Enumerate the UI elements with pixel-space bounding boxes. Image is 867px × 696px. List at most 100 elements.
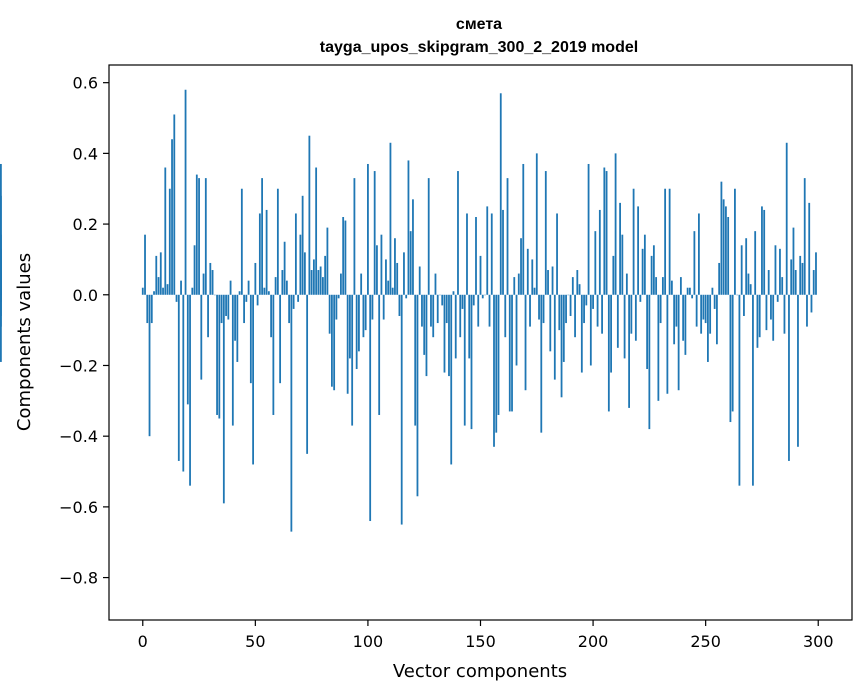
bar bbox=[355, 294, 358, 370]
bar bbox=[445, 294, 448, 324]
x-tick-label: 50 bbox=[245, 632, 265, 651]
x-tick-label: 0 bbox=[138, 632, 148, 651]
bar bbox=[747, 273, 750, 295]
bar bbox=[806, 294, 808, 327]
bar bbox=[522, 163, 525, 295]
bar bbox=[373, 171, 376, 295]
bar bbox=[308, 135, 311, 295]
bar bbox=[195, 174, 198, 295]
bar bbox=[657, 294, 660, 401]
bar bbox=[659, 294, 662, 324]
bar bbox=[754, 231, 757, 295]
bar bbox=[432, 294, 435, 338]
bar bbox=[272, 294, 275, 415]
bar bbox=[225, 294, 227, 316]
bar bbox=[580, 294, 583, 373]
bar bbox=[610, 294, 612, 373]
bar bbox=[720, 181, 723, 295]
bar bbox=[765, 294, 768, 331]
bar bbox=[337, 294, 340, 299]
bar bbox=[400, 294, 403, 525]
bar bbox=[342, 217, 345, 295]
y-axis-label: Components values bbox=[14, 253, 35, 431]
bar bbox=[515, 294, 518, 366]
bar bbox=[470, 294, 473, 430]
bar bbox=[263, 287, 266, 295]
bar bbox=[274, 277, 277, 295]
bar bbox=[493, 294, 495, 447]
bar bbox=[743, 294, 745, 316]
bar bbox=[740, 245, 743, 295]
bar bbox=[409, 231, 412, 295]
bar bbox=[387, 280, 390, 295]
bar bbox=[752, 294, 754, 486]
bar bbox=[148, 294, 151, 437]
bar bbox=[490, 213, 493, 295]
bar bbox=[770, 294, 772, 320]
bar bbox=[407, 160, 410, 295]
bar bbox=[333, 294, 336, 391]
bar bbox=[679, 277, 682, 295]
bar bbox=[294, 213, 297, 295]
bar bbox=[707, 294, 709, 362]
bar bbox=[560, 294, 563, 398]
bar bbox=[727, 217, 730, 295]
bar bbox=[475, 217, 477, 295]
bar bbox=[358, 294, 360, 352]
bar bbox=[641, 248, 644, 295]
bar bbox=[166, 284, 169, 295]
bar bbox=[371, 294, 374, 320]
bar bbox=[430, 294, 432, 327]
bar bbox=[441, 294, 444, 306]
bar bbox=[184, 89, 187, 295]
bar bbox=[533, 287, 536, 295]
bar bbox=[538, 294, 540, 320]
bar bbox=[745, 238, 748, 295]
y-tick-label: −0.8 bbox=[59, 569, 98, 588]
bar bbox=[279, 294, 282, 384]
bar bbox=[398, 294, 401, 316]
bar bbox=[499, 93, 502, 295]
x-axis-label: Vector components bbox=[393, 661, 567, 682]
bar bbox=[288, 294, 291, 324]
bar bbox=[276, 188, 279, 295]
bar bbox=[513, 277, 516, 295]
bar bbox=[578, 284, 581, 295]
bar bbox=[297, 294, 300, 302]
bar bbox=[267, 291, 270, 295]
bar bbox=[803, 178, 806, 295]
bar bbox=[767, 270, 770, 295]
bar bbox=[749, 284, 752, 295]
bar bbox=[637, 206, 640, 295]
bar bbox=[553, 294, 556, 380]
bar bbox=[517, 273, 520, 295]
bar bbox=[598, 209, 601, 295]
bar bbox=[265, 209, 268, 295]
bar bbox=[256, 294, 259, 306]
bar bbox=[702, 294, 705, 320]
bar bbox=[774, 245, 777, 295]
bar bbox=[254, 262, 257, 295]
bar bbox=[315, 167, 318, 295]
bar bbox=[623, 294, 626, 359]
bar bbox=[531, 259, 534, 295]
bar bbox=[457, 171, 459, 295]
bar bbox=[443, 294, 446, 373]
bar bbox=[646, 294, 649, 370]
bar bbox=[418, 266, 421, 295]
bar bbox=[261, 178, 263, 295]
bar bbox=[558, 294, 561, 331]
bar bbox=[234, 294, 236, 341]
bar bbox=[394, 238, 396, 295]
y-tick-label: 0.0 bbox=[73, 286, 98, 305]
bar bbox=[495, 294, 498, 433]
bar bbox=[639, 294, 642, 302]
bar bbox=[162, 287, 164, 295]
bar bbox=[661, 277, 664, 295]
bar bbox=[797, 294, 799, 447]
bar bbox=[204, 178, 207, 295]
bar bbox=[779, 248, 781, 295]
bar bbox=[385, 259, 387, 295]
bar bbox=[150, 294, 153, 324]
bar bbox=[182, 294, 185, 472]
